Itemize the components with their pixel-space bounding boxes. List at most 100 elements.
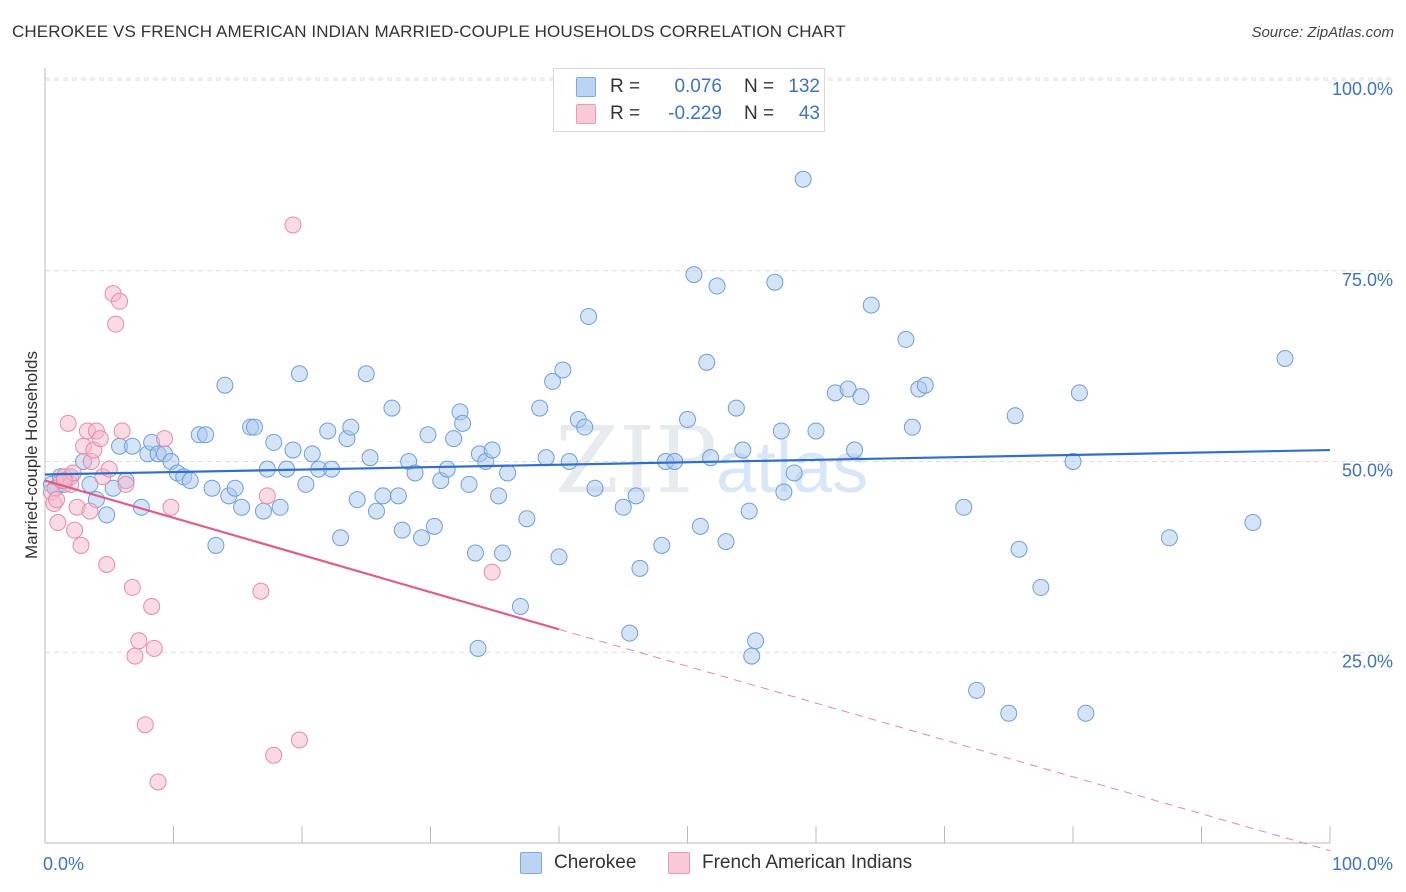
legend-item-french-american-indians[interactable]: French American Indians — [668, 852, 912, 874]
data-point — [550, 548, 568, 566]
data-point — [1160, 529, 1178, 547]
data-point — [785, 464, 803, 482]
data-point — [123, 437, 141, 455]
data-point — [197, 426, 215, 444]
data-point — [772, 422, 790, 440]
data-point — [490, 487, 508, 505]
data-point — [560, 453, 578, 470]
data-point — [580, 308, 598, 326]
legend-n-label: N = — [744, 103, 775, 124]
data-point — [537, 449, 555, 467]
data-point — [734, 441, 752, 459]
data-point — [233, 498, 251, 516]
data-point — [794, 170, 812, 188]
data-point — [1077, 704, 1095, 722]
data-point — [383, 399, 401, 417]
legend-n-label: N = — [744, 76, 775, 97]
data-point — [576, 418, 594, 436]
data-point — [852, 388, 870, 406]
data-point — [98, 556, 116, 574]
data-point — [258, 487, 276, 505]
data-point — [252, 582, 270, 600]
grid-lines — [45, 77, 1392, 653]
data-point — [91, 430, 109, 448]
data-point — [342, 418, 360, 436]
x-tick-label: 0.0% — [43, 854, 84, 874]
data-point — [1064, 453, 1082, 470]
data-point — [916, 376, 934, 394]
data-point — [48, 491, 66, 509]
x-tick-label: 100.0% — [1332, 854, 1393, 874]
data-point — [72, 536, 90, 554]
data-point — [113, 422, 131, 440]
data-point — [438, 460, 456, 478]
data-point — [839, 380, 857, 398]
data-point — [743, 647, 761, 665]
data-point — [226, 479, 244, 497]
series-french-american-indians — [42, 216, 501, 791]
data-point — [698, 353, 716, 371]
data-point — [531, 399, 549, 417]
legend-n-value: 132 — [788, 76, 820, 97]
data-point — [511, 597, 529, 615]
chart-title: CHEROKEE VS FRENCH AMERICAN INDIAN MARRI… — [12, 22, 846, 41]
data-point — [702, 449, 720, 467]
data-point — [145, 639, 163, 657]
data-point — [897, 330, 915, 348]
data-point — [319, 422, 337, 440]
data-point — [466, 544, 484, 562]
trend-line — [44, 479, 560, 631]
trend-lines — [44, 448, 1331, 852]
data-point — [554, 361, 572, 379]
data-point — [469, 639, 487, 657]
source-label: Source: ZipAtlas.com — [1251, 24, 1394, 41]
legend-swatch-french-american-indians — [668, 852, 690, 874]
data-point — [685, 266, 703, 284]
legend-label-cherokee: Cherokee — [554, 852, 637, 873]
data-point — [454, 414, 472, 432]
data-point — [348, 491, 366, 509]
data-point — [544, 372, 562, 390]
data-point — [627, 487, 645, 505]
data-point — [162, 498, 180, 516]
tick-labels: 25.0% 50.0% 75.0% 100.0% 0.0% 100.0% — [43, 79, 1393, 874]
data-point — [1070, 384, 1088, 402]
data-point — [357, 365, 375, 383]
data-point — [368, 502, 386, 520]
data-point — [130, 632, 148, 650]
data-point — [727, 399, 745, 417]
data-point — [332, 529, 350, 547]
data-point — [284, 216, 302, 234]
data-point — [846, 441, 864, 459]
data-point — [766, 273, 784, 291]
data-point — [149, 773, 167, 791]
data-point — [747, 632, 765, 650]
data-point — [413, 529, 431, 547]
data-point — [66, 521, 84, 539]
legend-label-french-american-indians: French American Indians — [702, 852, 913, 873]
data-point — [216, 376, 234, 394]
data-point — [631, 559, 649, 577]
data-point — [393, 521, 411, 539]
y-tick-label: 50.0% — [1342, 461, 1393, 481]
data-point — [717, 533, 735, 551]
data-point — [254, 502, 272, 520]
data-point — [107, 315, 125, 333]
series-legend: Cherokee French American Indians — [0, 852, 1406, 876]
data-point — [1032, 578, 1050, 596]
data-point — [740, 502, 758, 520]
data-point — [1006, 407, 1024, 425]
data-point — [621, 624, 639, 642]
data-point — [862, 296, 880, 314]
data-point — [271, 498, 289, 516]
data-point — [679, 411, 696, 429]
correlation-legend: R = 0.076 N = 132 R = -0.229 N = 43 — [553, 68, 825, 132]
legend-swatch-cherokee — [520, 852, 542, 874]
data-point — [968, 681, 986, 699]
data-point — [143, 597, 161, 615]
data-point — [903, 418, 921, 436]
legend-item-cherokee[interactable]: Cherokee — [520, 852, 636, 874]
data-point — [303, 445, 321, 463]
y-axis-label: Married-couple Households — [22, 351, 41, 559]
